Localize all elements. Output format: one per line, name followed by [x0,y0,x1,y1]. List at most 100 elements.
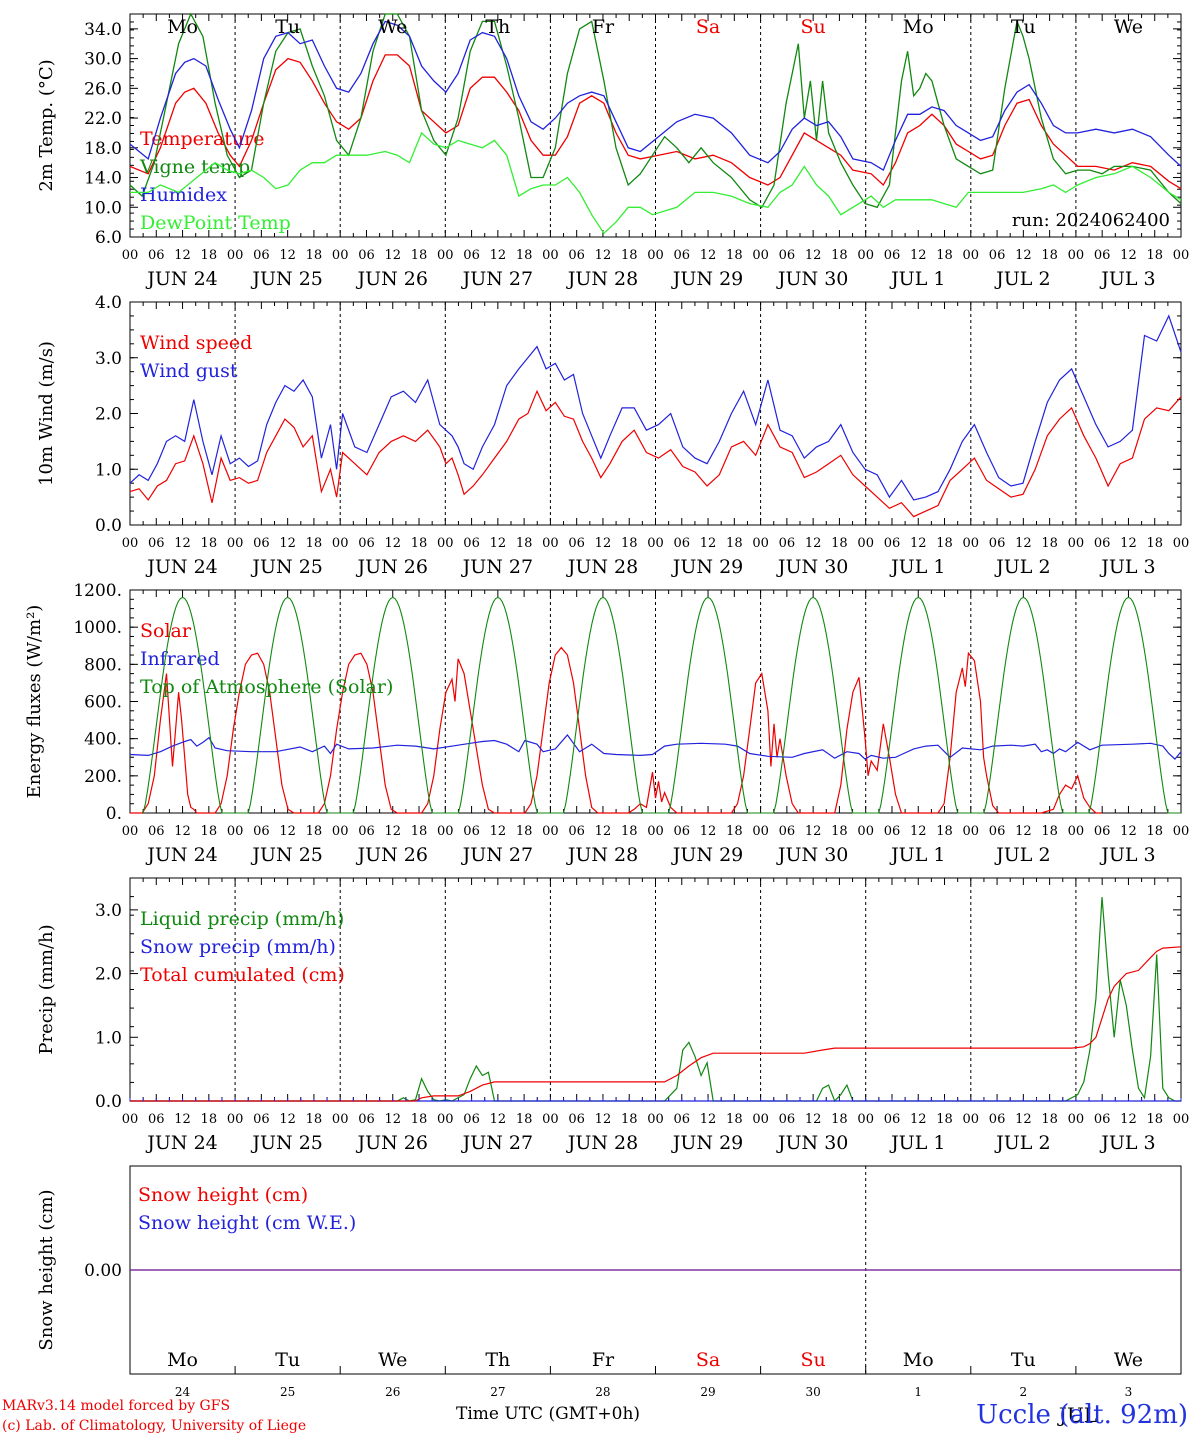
hour-tick-label: 00 [542,824,559,839]
date-label: JUN 24 [145,556,217,578]
hour-tick-label: 00 [437,536,454,551]
hour-tick-label: 00 [857,248,874,263]
hour-tick-label: 18 [516,248,533,263]
series-line [130,646,1102,814]
hour-tick-label: 18 [936,824,953,839]
y-tick-label: 10.0 [84,198,122,218]
hour-tick-label: 12 [910,536,927,551]
hour-tick-label: 18 [411,248,428,263]
series-line [129,734,1182,760]
date-label: JUN 30 [776,1132,848,1154]
hour-tick-label: 06 [358,248,375,263]
date-label: JUN 24 [145,268,217,290]
hour-tick-label: 00 [752,248,769,263]
legend-entry: Liquid precip (mm/h) [140,908,344,930]
weekday-label: Mo [903,16,934,38]
hour-tick-label: 00 [122,1112,139,1127]
hour-tick-label: 12 [279,248,296,263]
hour-tick-label: 18 [411,824,428,839]
hour-tick-label: 00 [1068,1112,1085,1127]
hour-tick-label: 18 [1146,536,1163,551]
y-tick-label: 3.0 [95,901,122,921]
date-label: JUN 30 [776,268,848,290]
hour-tick-label: 00 [227,1112,244,1127]
hour-tick-label: 18 [516,824,533,839]
hour-tick-label: 12 [174,824,191,839]
hour-tick-label: 18 [201,1112,218,1127]
date-label: JUN 27 [461,844,533,866]
legend-entry: Total cumulated (cm) [140,964,345,986]
hour-tick-label: 00 [1173,536,1190,551]
legend-entry: Vigne temp [139,156,250,178]
day-number: 2 [1020,1385,1028,1399]
date-label: JUL 3 [1099,556,1155,578]
hour-tick-label: 06 [148,536,165,551]
hour-tick-label: 00 [1068,536,1085,551]
weekday-label: Tu [275,1349,300,1371]
weekday-label: Fr [592,1349,615,1371]
hour-tick-label: 12 [384,824,401,839]
hour-tick-label: 18 [726,248,743,263]
date-label: JUN 26 [356,268,428,290]
hour-tick-label: 12 [805,824,822,839]
hour-tick-label: 06 [253,248,270,263]
date-label: JUN 26 [356,844,428,866]
hour-tick-label: 12 [1120,248,1137,263]
weekday-label: Sa [696,16,720,38]
hour-tick-label: 18 [831,824,848,839]
date-label: JUL 2 [994,268,1050,290]
legend-entry: Infrared [140,648,220,670]
y-tick-label: 2.0 [95,405,122,425]
hour-tick-label: 00 [1173,824,1190,839]
hour-tick-label: 00 [122,248,139,263]
hour-tick-label: 06 [779,824,796,839]
date-label: JUN 28 [566,844,638,866]
hour-tick-label: 00 [332,248,349,263]
hour-tick-label: 18 [411,536,428,551]
hour-tick-label: 12 [174,248,191,263]
hour-tick-label: 12 [1015,248,1032,263]
date-label: JUN 29 [671,844,743,866]
date-label: JUN 28 [566,556,638,578]
y-tick-label: 18.0 [84,139,122,159]
hour-tick-label: 00 [647,248,664,263]
hour-tick-label: 18 [936,1112,953,1127]
y-tick-label: 800. [84,655,122,675]
date-label: JUN 30 [776,844,848,866]
hour-tick-label: 06 [779,536,796,551]
date-label: JUN 29 [671,556,743,578]
hour-tick-label: 12 [279,536,296,551]
hour-tick-label: 00 [122,824,139,839]
date-label: JUN 27 [461,556,533,578]
hour-tick-label: 00 [332,536,349,551]
y-tick-label: 1000. [73,618,122,638]
date-label: JUN 25 [250,844,322,866]
hour-tick-label: 18 [201,248,218,263]
y-axis-label: 10m Wind (m/s) [36,341,57,486]
hour-tick-label: 00 [1173,248,1190,263]
hour-tick-label: 12 [490,536,507,551]
date-label: JUN 27 [461,1132,533,1154]
day-number: 27 [490,1385,505,1399]
weekday-label: Su [801,1349,826,1371]
day-number: 25 [280,1385,295,1399]
hour-tick-label: 00 [963,248,980,263]
hour-tick-label: 06 [884,1112,901,1127]
y-tick-label: 3.0 [95,349,122,369]
hour-tick-label: 06 [989,1112,1006,1127]
y-axis-label: Energy fluxes (W/m²) [24,605,45,799]
hour-tick-label: 18 [1146,824,1163,839]
day-number: 28 [595,1385,610,1399]
hour-tick-label: 06 [1094,248,1111,263]
y-tick-label: 26.0 [84,79,122,99]
weekday-label: Su [801,16,826,38]
series-line [129,54,1182,190]
hour-tick-label: 12 [700,536,717,551]
weekday-label: Mo [167,1349,198,1371]
date-label: JUL 2 [994,556,1050,578]
hour-tick-label: 18 [306,1112,323,1127]
date-label: JUL 2 [994,1132,1050,1154]
hour-tick-label: 00 [542,1112,559,1127]
day-number: 29 [700,1385,715,1399]
run-label: run: 2024062400 [1012,210,1170,231]
